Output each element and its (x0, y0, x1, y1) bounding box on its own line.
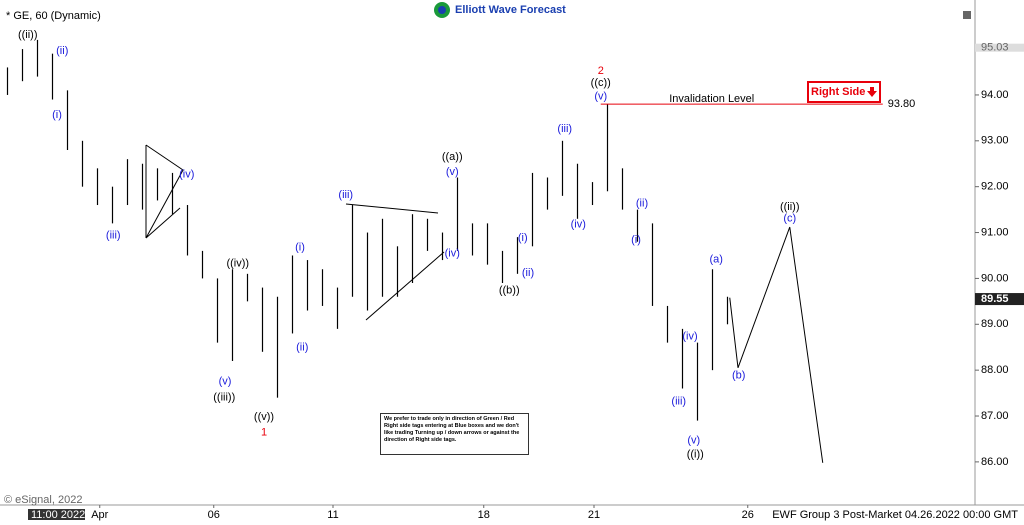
wave-label: ((b)) (499, 285, 520, 297)
wave-label: ((iv)) (226, 258, 249, 270)
y-tick-label: 93.00 (981, 135, 1009, 147)
cursor-time-box (28, 509, 85, 520)
top-marker-box (975, 43, 1024, 52)
wave-label: (i) (295, 242, 305, 254)
logo-icon-inner (438, 6, 446, 14)
copyright: © eSignal, 2022 (4, 494, 82, 506)
wave-label: (ii) (636, 198, 648, 210)
x-tick-label: 06 (208, 509, 220, 521)
corner-icon (963, 11, 971, 19)
invalidation-text: Invalidation Level (669, 93, 754, 105)
wave-label: (v) (594, 91, 607, 103)
triangle-top (345, 203, 439, 214)
wave-label: ((c)) (591, 77, 611, 89)
wave-label: (v) (446, 166, 459, 178)
current-price-label: 89.55 (981, 293, 1009, 305)
wave-label: (iii) (557, 123, 572, 135)
wave-label: (v) (219, 376, 232, 388)
wave-label: 2 (598, 65, 604, 77)
wave-label: (i) (631, 234, 641, 246)
triangle-left (145, 144, 184, 239)
tag-text: Right Side (811, 86, 865, 98)
footer: EWF Group 3 Post-Market 04.26.2022 00:00… (772, 509, 1018, 521)
wave-label: (i) (518, 232, 528, 244)
current-price-box (975, 293, 1024, 306)
x-tick-label: 18 (478, 509, 490, 521)
wave-label: (a) (710, 254, 723, 266)
wave-label: (b) (732, 370, 745, 382)
wave-label: ((v)) (254, 411, 274, 423)
triangle-bottom (365, 251, 445, 321)
wave-label: (i) (52, 109, 62, 121)
y-tick-label: 92.00 (981, 181, 1009, 193)
wave-label: ((ii)) (18, 29, 38, 41)
y-tick-label: 88.00 (981, 364, 1009, 376)
y-tick-label: 90.00 (981, 272, 1009, 284)
wave-label: (iv) (682, 331, 697, 343)
wave-label: (ii) (522, 267, 534, 279)
right-side-tag: Right Side (807, 81, 881, 103)
tag-arrow (867, 87, 877, 97)
wave-label: ((a)) (442, 151, 463, 163)
cursor-time: 11:00 2022-03-29 (31, 509, 117, 521)
trading-note: We prefer to trade only in direction of … (380, 413, 529, 455)
wave-label: (iii) (106, 230, 121, 242)
tag-box (807, 81, 881, 103)
wave-label: (iv) (571, 219, 586, 231)
x-tick-label: 26 (742, 509, 754, 521)
y-tick-label: 94.00 (981, 89, 1009, 101)
wave-label: ((iii)) (213, 392, 235, 404)
brand: Elliott Wave Forecast (455, 4, 566, 16)
y-tick-label: 87.00 (981, 410, 1009, 422)
y-tick-label: 89.00 (981, 318, 1009, 330)
wave-label: ((i)) (687, 448, 704, 460)
x-tick-label: 21 (588, 509, 600, 521)
wave-label: (iv) (445, 248, 460, 260)
wave-label: (iii) (338, 189, 353, 201)
wave-label: (v) (687, 435, 700, 447)
top-marker-label: 95.03 (981, 42, 1009, 54)
wave-label: ((ii)) (780, 201, 800, 213)
invalidation-level-label: 93.80 (888, 98, 916, 110)
wave-label: (ii) (56, 45, 68, 57)
symbol-title: * GE, 60 (Dynamic) (6, 10, 101, 22)
wave-label: 1 (261, 426, 267, 438)
y-tick-label: 86.00 (981, 456, 1009, 468)
x-tick-label: Apr (91, 509, 108, 521)
x-tick-label: 11 (327, 509, 338, 521)
y-tick-label: 91.00 (981, 226, 1009, 238)
wave-label: (iii) (671, 396, 686, 408)
wave-label: (iv) (179, 169, 194, 181)
wave-label: (ii) (296, 342, 308, 354)
wave-label: (c) (783, 213, 796, 225)
copyright-bg (0, 497, 42, 504)
projection-line (729, 226, 824, 463)
